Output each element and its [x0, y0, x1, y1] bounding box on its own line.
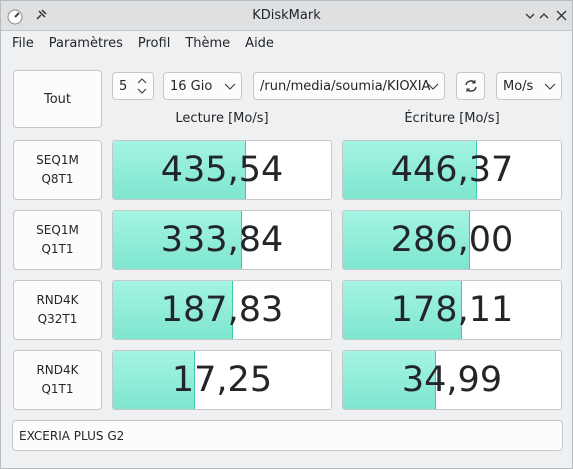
test-button[interactable]: RND4K Q1T1 [13, 350, 102, 410]
read-result: 17,25 [112, 350, 332, 410]
test-label: Q8T1 [41, 172, 74, 186]
read-value: 333,84 [160, 220, 284, 260]
write-value: 446,37 [390, 150, 514, 190]
pin-button[interactable] [34, 8, 48, 22]
write-result: 34,99 [342, 350, 562, 410]
path-value: /run/media/soumia/KIOXIA [260, 78, 431, 94]
read-bar [113, 141, 247, 199]
menu-item[interactable]: File [12, 36, 34, 51]
read-value: 435,54 [160, 150, 284, 190]
menu-item[interactable]: Profil [137, 36, 171, 51]
test-label: Q1T1 [41, 242, 74, 256]
write-bar [343, 141, 477, 199]
write-result: 446,37 [342, 140, 562, 200]
read-result: 435,54 [112, 140, 332, 200]
write-value: 178,11 [390, 290, 514, 330]
write-header: Écriture [Mo/s] [404, 111, 500, 126]
all-button[interactable]: Tout [13, 70, 102, 128]
menu-item[interactable]: Paramètres [48, 36, 123, 51]
test-label: SEQ1M [36, 153, 79, 167]
test-label: Q32T1 [37, 312, 78, 326]
path-combo[interactable]: /run/media/soumia/KIOXIA [253, 72, 445, 100]
title-bar: KDiskMark [1, 1, 572, 31]
write-result: 178,11 [342, 280, 562, 340]
size-combo[interactable]: 16 Gio [163, 72, 242, 100]
device-field[interactable]: EXCERIA PLUS G2 [12, 420, 563, 451]
test-label: RND4K [36, 293, 79, 307]
test-label: SEQ1M [36, 223, 79, 237]
test-button[interactable]: SEQ1M Q1T1 [13, 210, 102, 270]
test-label: Q1T1 [41, 382, 74, 396]
window-buttons[interactable] [523, 9, 569, 23]
read-result: 333,84 [112, 210, 332, 270]
read-bar [113, 211, 242, 269]
test-label: RND4K [36, 363, 79, 377]
refresh-button[interactable] [456, 72, 485, 100]
write-value: 286,00 [390, 220, 514, 260]
read-value: 187,83 [160, 290, 284, 330]
test-button[interactable]: RND4K Q32T1 [13, 280, 102, 340]
test-button[interactable]: SEQ1M Q8T1 [13, 140, 102, 200]
write-value: 34,99 [401, 360, 503, 400]
read-value: 17,25 [171, 360, 273, 400]
size-value: 16 Gio [170, 78, 213, 94]
read-bar [113, 281, 233, 339]
unit-combo[interactable]: Mo/s [496, 72, 562, 100]
menu-item[interactable]: Thème [185, 36, 231, 51]
unit-value: Mo/s [503, 78, 534, 94]
loops-value: 5 [119, 78, 128, 94]
menu-bar: File Paramètres Profil Thème Aide [12, 36, 289, 51]
loops-spinbox[interactable]: 5 [112, 72, 154, 100]
write-bar [343, 211, 470, 269]
read-header: Lecture [Mo/s] [175, 111, 269, 126]
write-bar [343, 351, 437, 409]
window-title: KDiskMark [252, 8, 321, 23]
write-bar [343, 281, 463, 339]
menu-item[interactable]: Aide [245, 36, 274, 51]
write-result: 286,00 [342, 210, 562, 270]
read-bar [113, 351, 196, 409]
read-result: 187,83 [112, 280, 332, 340]
app-icon [7, 9, 23, 25]
